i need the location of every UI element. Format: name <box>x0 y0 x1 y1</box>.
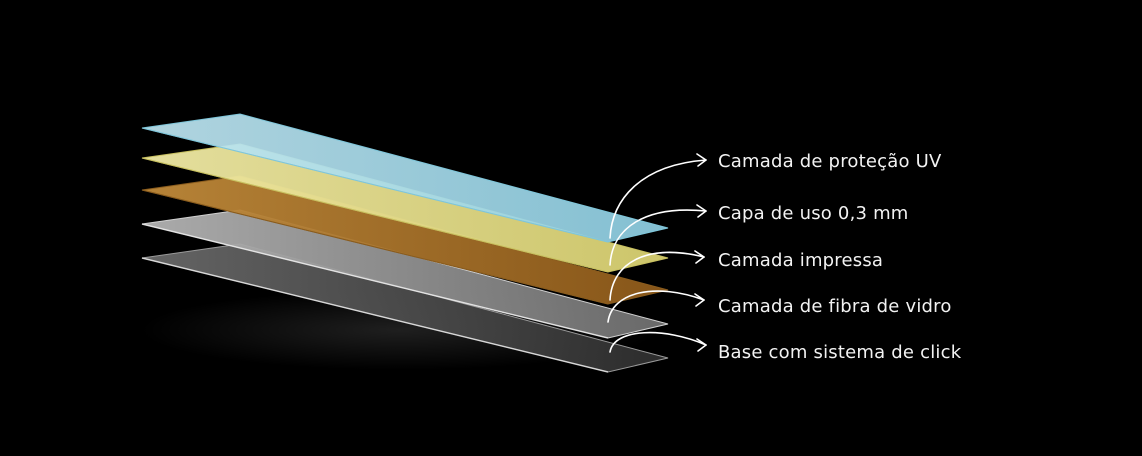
sheet-fiberglass-edge <box>141 223 609 339</box>
label-arrows <box>607 153 707 353</box>
arrow-uv-protection-head <box>696 153 707 167</box>
sheet-printed-layer-edge <box>141 189 609 305</box>
arrow-fiberglass-head <box>694 293 705 307</box>
label-uv-protection-layer: Camada de proteção UV <box>718 151 942 172</box>
arrow-wear-layer-head <box>696 204 707 218</box>
arrow-wear-layer <box>609 209 707 266</box>
arrow-click-base <box>609 331 707 353</box>
arrow-click-base-head <box>696 338 707 352</box>
arrow-uv-protection <box>609 159 707 239</box>
label-printed-layer: Camada impressa <box>718 250 884 271</box>
sheet-uv-protection-edge <box>141 127 609 243</box>
label-fiberglass-layer: Camada de fibra de vidro <box>718 296 952 317</box>
label-click-base-layer: Base com sistema de click <box>718 342 962 363</box>
arrow-printed-layer <box>609 251 705 301</box>
arrow-fiberglass <box>607 290 705 323</box>
layer-sheets <box>141 113 669 373</box>
sheet-wear-layer-edge <box>141 157 609 273</box>
sheet-click-base-edge <box>141 257 609 373</box>
label-wear-layer: Capa de uso 0,3 mm <box>718 203 909 224</box>
arrow-printed-layer-head <box>694 250 705 264</box>
